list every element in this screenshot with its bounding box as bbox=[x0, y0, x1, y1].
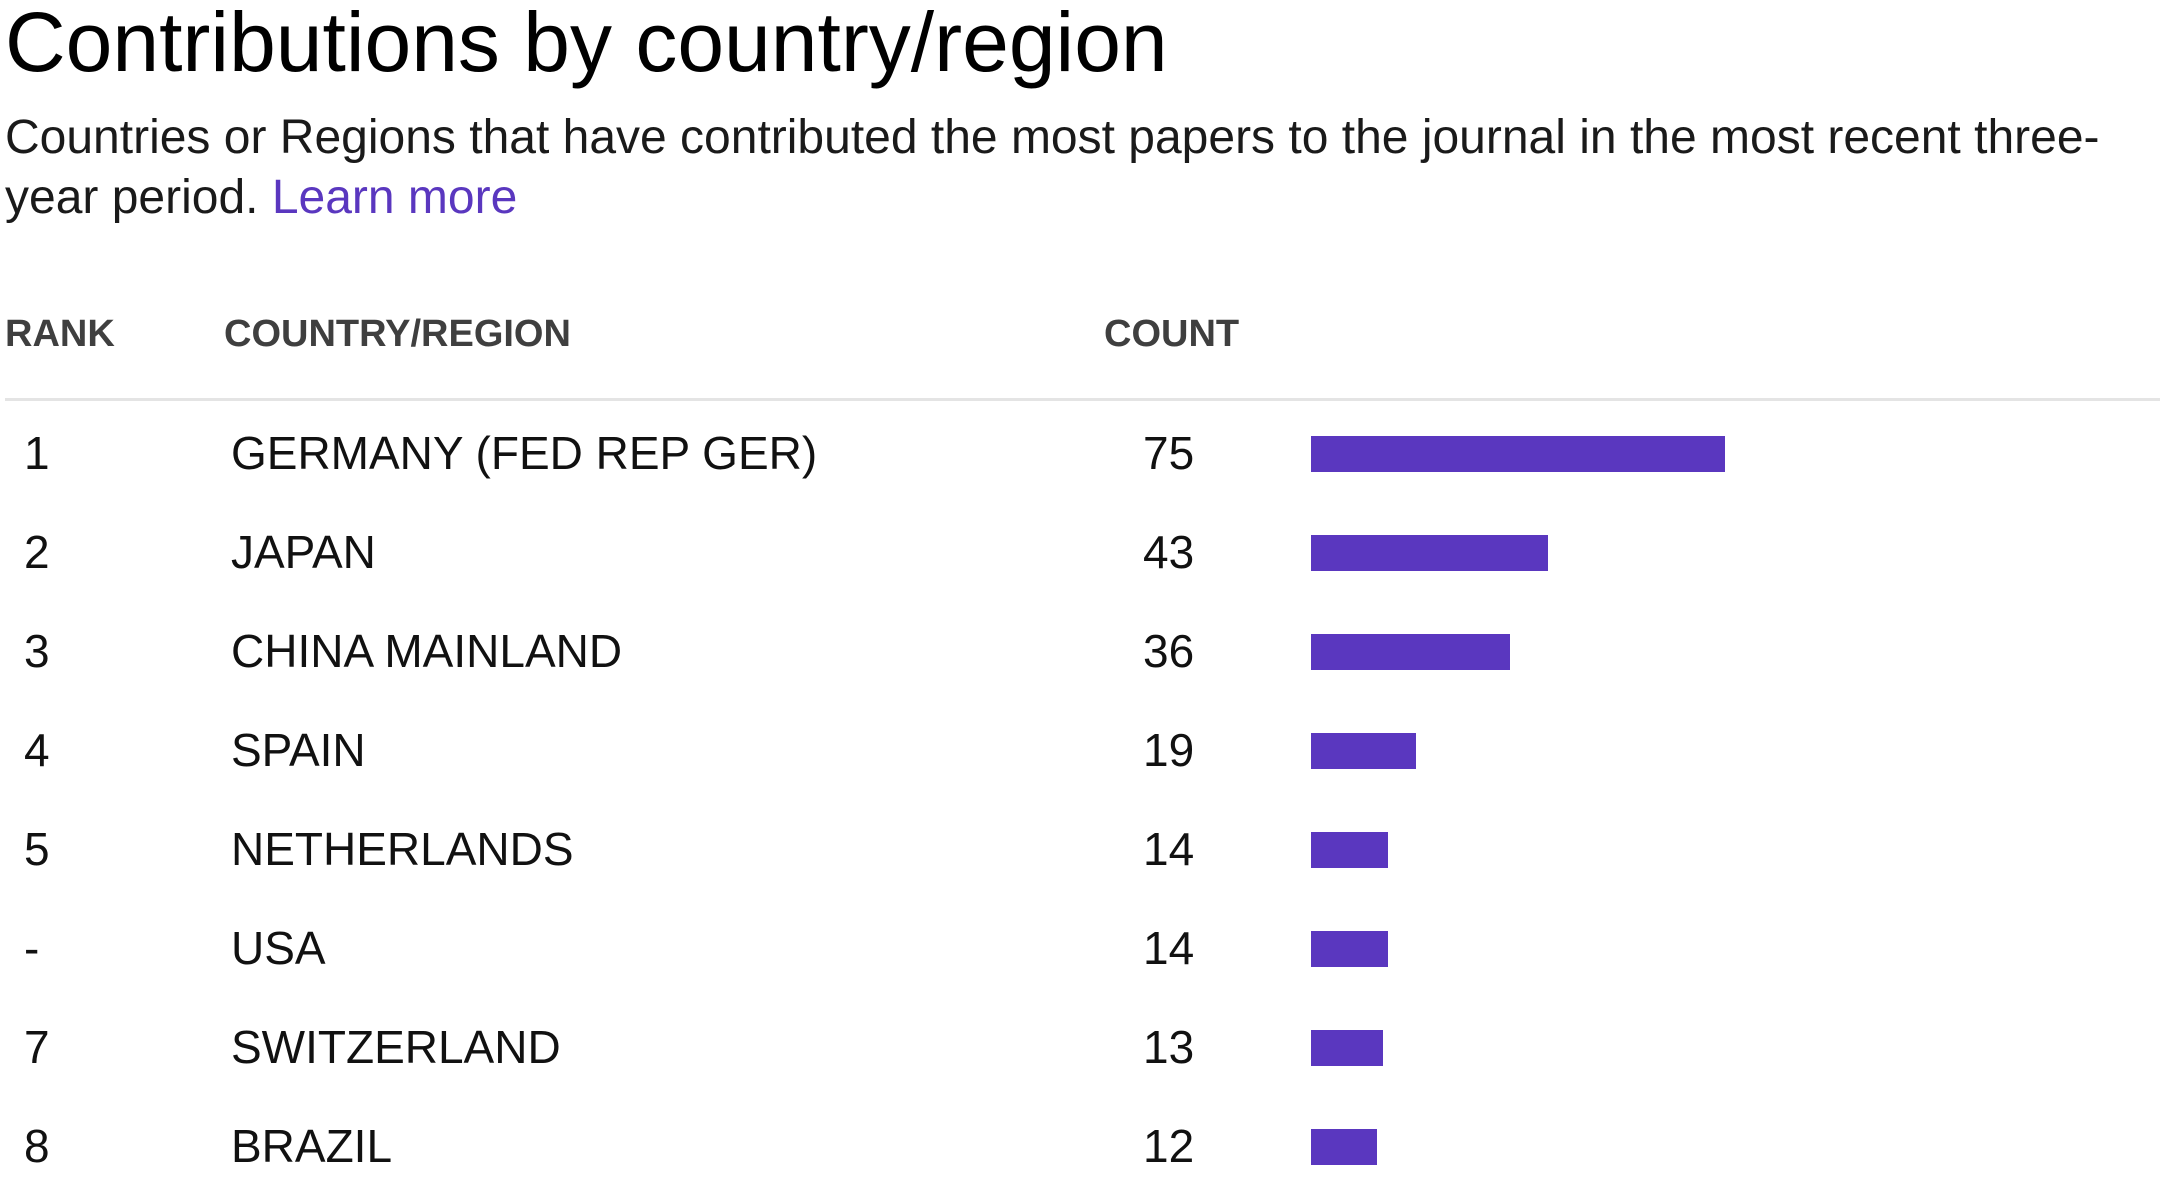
table-row: 2 JAPAN 43 bbox=[0, 503, 2160, 602]
count-bar bbox=[1311, 634, 1510, 670]
count-bar bbox=[1311, 1030, 1383, 1066]
country-region-cell: JAPAN bbox=[231, 526, 376, 578]
table-row: 5 NETHERLANDS 14 bbox=[0, 800, 2160, 899]
table-row: 8 BRAZIL 12 bbox=[0, 1097, 2160, 1196]
subtitle-text: Countries or Regions that have contribut… bbox=[5, 111, 2100, 224]
table-row: 7 SWITZERLAND 13 bbox=[0, 998, 2160, 1097]
count-bar bbox=[1311, 1129, 1377, 1165]
country-region-cell: SWITZERLAND bbox=[231, 1021, 561, 1073]
country-region-cell: CHINA MAINLAND bbox=[231, 625, 623, 677]
column-header-count: COUNT bbox=[1104, 313, 1240, 355]
rank-cell: 4 bbox=[24, 724, 50, 776]
table-row: 1 GERMANY (FED REP GER) 75 bbox=[0, 404, 2160, 503]
count-cell: 13 bbox=[1143, 1021, 1195, 1073]
count-cell: 12 bbox=[1143, 1120, 1195, 1172]
country-region-cell: SPAIN bbox=[231, 724, 366, 776]
count-bar bbox=[1311, 832, 1388, 868]
count-cell: 36 bbox=[1143, 625, 1195, 677]
contributions-table-body: 1 GERMANY (FED REP GER) 75 2 JAPAN 43 3 CHINA M… bbox=[0, 404, 2160, 1172]
rank-cell: 2 bbox=[24, 526, 50, 578]
count-bar bbox=[1311, 436, 1725, 472]
rank-cell: - bbox=[24, 922, 40, 974]
count-bar bbox=[1311, 931, 1388, 967]
column-header-rank: RANK bbox=[5, 313, 115, 355]
country-region-cell: GERMANY (FED REP GER) bbox=[231, 427, 818, 479]
count-bar bbox=[1311, 535, 1548, 571]
page-subtitle: Countries or Regions that have contribut… bbox=[5, 108, 2155, 228]
rank-cell: 3 bbox=[24, 625, 50, 677]
country-region-cell: BRAZIL bbox=[231, 1120, 393, 1172]
learn-more-link[interactable]: Learn more bbox=[271, 171, 518, 224]
page-title: Contributions by country/region bbox=[5, 0, 1168, 89]
rank-cell: 1 bbox=[24, 427, 50, 479]
rank-cell: 5 bbox=[24, 823, 50, 875]
country-region-cell: NETHERLANDS bbox=[231, 823, 574, 875]
table-row: 4 SPAIN 19 bbox=[0, 701, 2160, 800]
header-divider bbox=[5, 398, 2160, 401]
table-row: - USA 14 bbox=[0, 899, 2160, 998]
column-header-country-region: COUNTRY/REGION bbox=[224, 313, 571, 355]
count-cell: 43 bbox=[1143, 526, 1195, 578]
count-cell: 75 bbox=[1143, 427, 1195, 479]
table-row: 3 CHINA MAINLAND 36 bbox=[0, 602, 2160, 701]
count-cell: 14 bbox=[1143, 823, 1195, 875]
count-cell: 14 bbox=[1143, 922, 1195, 974]
count-cell: 19 bbox=[1143, 724, 1195, 776]
rank-cell: 7 bbox=[24, 1021, 50, 1073]
rank-cell: 8 bbox=[24, 1120, 50, 1172]
country-region-cell: USA bbox=[231, 922, 326, 974]
count-bar bbox=[1311, 733, 1416, 769]
contributions-panel: Contributions by country/region Countrie… bbox=[0, 0, 2160, 1172]
